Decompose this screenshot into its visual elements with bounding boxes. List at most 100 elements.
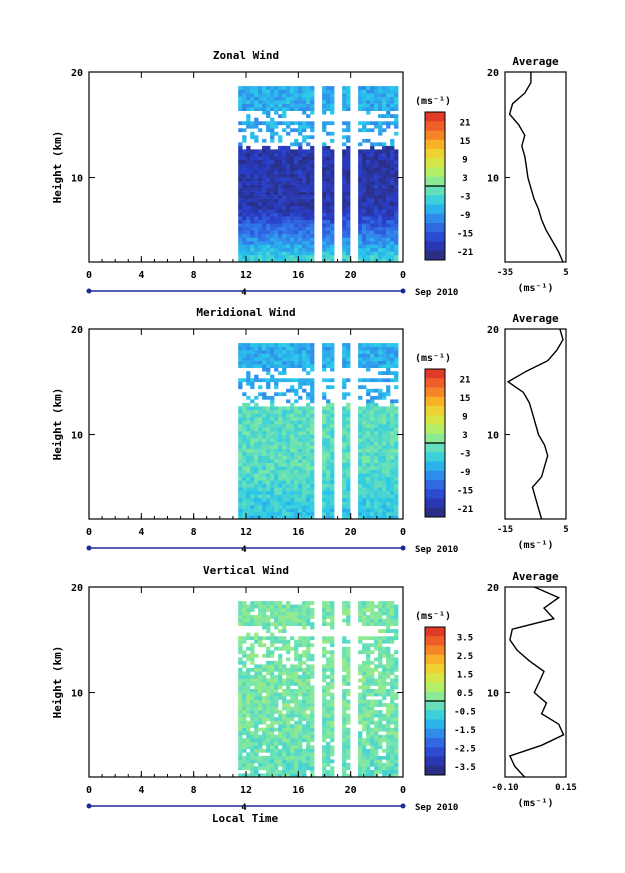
heatmap-cell [366, 138, 371, 143]
heatmap-cell [262, 346, 267, 351]
heatmap-cell [390, 689, 395, 693]
heatmap-cell [322, 745, 327, 750]
heatmap-cell [246, 483, 251, 488]
heatmap-cell [250, 713, 255, 718]
heatmap-cell [298, 455, 303, 460]
heatmap-cell [246, 93, 251, 97]
heatmap-cell [282, 639, 287, 644]
heatmap-cell [390, 717, 395, 721]
heatmap-cell [342, 258, 347, 263]
heatmap-cell [250, 343, 255, 347]
heatmap-cell [374, 195, 379, 199]
heatmap-cell [370, 188, 375, 192]
heatmap-cell [370, 689, 375, 693]
heatmap-cell [310, 657, 315, 662]
heatmap-cell [242, 689, 247, 693]
heatmap-cell [254, 448, 259, 453]
heatmap-cell [270, 152, 275, 157]
heatmap-cell [242, 618, 247, 623]
heatmap-cell [326, 427, 331, 432]
heatmap-cell [362, 96, 367, 101]
heatmap-cell [370, 212, 375, 217]
heatmap-cell [290, 459, 295, 463]
heatmap-cell [374, 455, 379, 460]
heatmap-cell [258, 417, 263, 421]
heatmap-cell [294, 89, 299, 94]
heatmap-cell [278, 160, 283, 164]
heatmap-cell [294, 445, 299, 449]
heatmap-cell [306, 490, 311, 495]
heatmap-cell [390, 427, 395, 432]
heatmap-cell [282, 191, 287, 196]
heatmap-cell [298, 96, 303, 101]
heatmap-cell [326, 163, 331, 168]
heatmap-cell [290, 202, 295, 206]
heatmap-cell [378, 643, 383, 648]
heatmap-cell [246, 145, 251, 150]
heatmap-cell [358, 96, 363, 101]
heatmap-cell [262, 163, 267, 168]
heatmap-cell [250, 424, 255, 428]
heatmap-cell [282, 152, 287, 157]
heatmap-cell [366, 205, 371, 210]
heatmap-cell [366, 378, 371, 383]
heatmap-cell [378, 441, 383, 446]
heatmap-cell [390, 431, 395, 435]
colorbar-tick-label: -1.5 [454, 726, 476, 736]
colorbar-swatch [425, 710, 445, 720]
heatmap-cell [346, 212, 351, 217]
heatmap-cell [358, 198, 363, 203]
heatmap-cell [290, 103, 295, 108]
heatmap-cell [322, 237, 327, 242]
heatmap-cell [270, 501, 275, 506]
heatmap-cell [330, 515, 335, 520]
heatmap-cell [250, 646, 255, 651]
heatmap-cell [342, 103, 347, 108]
heatmap-cell [362, 138, 367, 143]
heatmap-cell [366, 188, 371, 192]
heatmap-cell [374, 357, 379, 361]
heatmap-cell [242, 364, 247, 368]
heatmap-cell [266, 181, 271, 185]
heatmap-cell [294, 462, 299, 467]
heatmap-cell [378, 604, 383, 609]
heatmap-cell [278, 205, 283, 210]
heatmap-cell [266, 483, 271, 488]
heatmap-cell [294, 731, 299, 736]
heatmap-cell [238, 483, 243, 488]
heatmap-cell [294, 244, 299, 249]
heatmap-cell [238, 473, 243, 478]
heatmap-cell [370, 93, 375, 97]
heatmap-cell [362, 469, 367, 474]
heatmap-cell [330, 424, 335, 428]
heatmap-cell [370, 745, 375, 750]
heatmap-cell [342, 667, 347, 672]
heatmap-cell [330, 445, 335, 449]
heatmap-cell [302, 413, 307, 418]
heatmap-cell [270, 727, 275, 732]
heatmap-cell [254, 601, 259, 605]
heatmap-cell [262, 212, 267, 217]
heatmap-cell [254, 759, 259, 764]
heatmap-cell [374, 237, 379, 242]
heatmap-cell [390, 462, 395, 467]
heatmap-cell [322, 459, 327, 463]
heatmap-cell [370, 692, 375, 697]
heatmap-cell [386, 167, 391, 171]
heatmap-cell [298, 504, 303, 509]
heatmap-cell [322, 731, 327, 736]
heatmap-cell [358, 406, 363, 411]
heatmap-cell [330, 494, 335, 499]
heatmap-cell [290, 441, 295, 446]
heatmap-cell [286, 191, 291, 196]
heatmap-cell [358, 710, 363, 714]
heatmap-cell [298, 357, 303, 361]
heatmap-cell [326, 353, 331, 358]
heatmap-cell [298, 167, 303, 171]
heatmap-cell [390, 89, 395, 94]
heatmap-cell [310, 611, 315, 616]
heatmap-cell [370, 156, 375, 161]
heatmap-cell [298, 163, 303, 168]
heatmap-cell [306, 618, 311, 623]
heatmap-cell [238, 727, 243, 732]
